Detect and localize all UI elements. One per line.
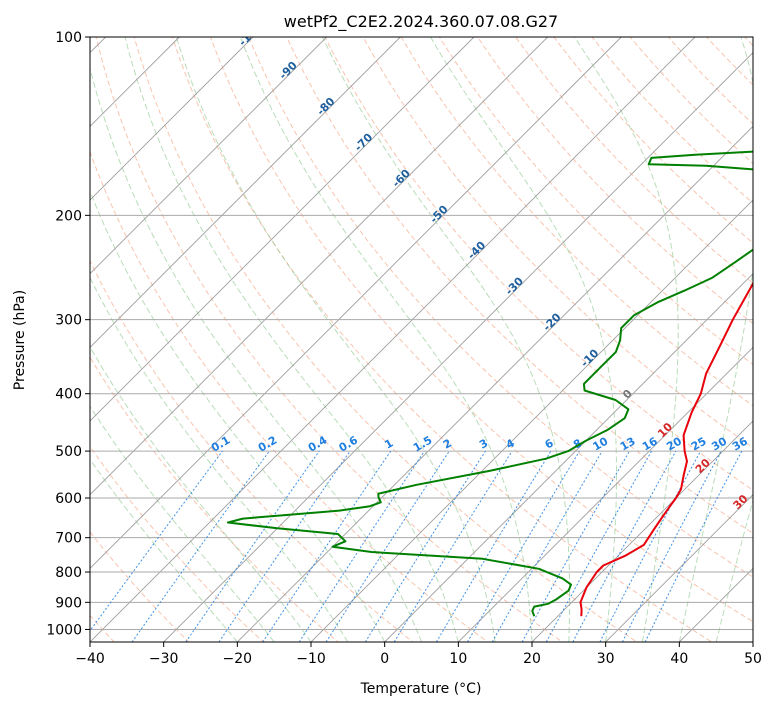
- y-tick-label: 800: [55, 565, 82, 581]
- x-tick-label: −30: [149, 651, 179, 667]
- x-tick-label: −20: [223, 651, 253, 667]
- y-tick-label: 400: [55, 387, 82, 403]
- x-tick-label: 50: [744, 651, 762, 667]
- y-tick-label: 100: [55, 30, 82, 46]
- x-tick-label: 0: [380, 651, 389, 667]
- chart-title: wetPf2_C2E2.2024.360.07.08.G27: [284, 12, 558, 32]
- y-tick-label: 300: [55, 313, 82, 329]
- x-tick-label: −40: [75, 651, 105, 667]
- y-axis-label: Pressure (hPa): [12, 290, 28, 390]
- y-tick-label: 900: [55, 595, 82, 611]
- y-tick-label: 1000: [46, 622, 82, 638]
- y-tick-label: 600: [55, 491, 82, 507]
- x-tick-label: 40: [670, 651, 688, 667]
- y-tick-label: 500: [55, 444, 82, 460]
- x-tick-label: 20: [523, 651, 541, 667]
- y-tick-label: 700: [55, 531, 82, 547]
- x-axis-label: Temperature (°C): [360, 681, 482, 697]
- y-tick-label: 200: [55, 208, 82, 224]
- x-tick-label: 10: [449, 651, 467, 667]
- x-tick-label: −10: [296, 651, 326, 667]
- x-tick-label: 30: [597, 651, 615, 667]
